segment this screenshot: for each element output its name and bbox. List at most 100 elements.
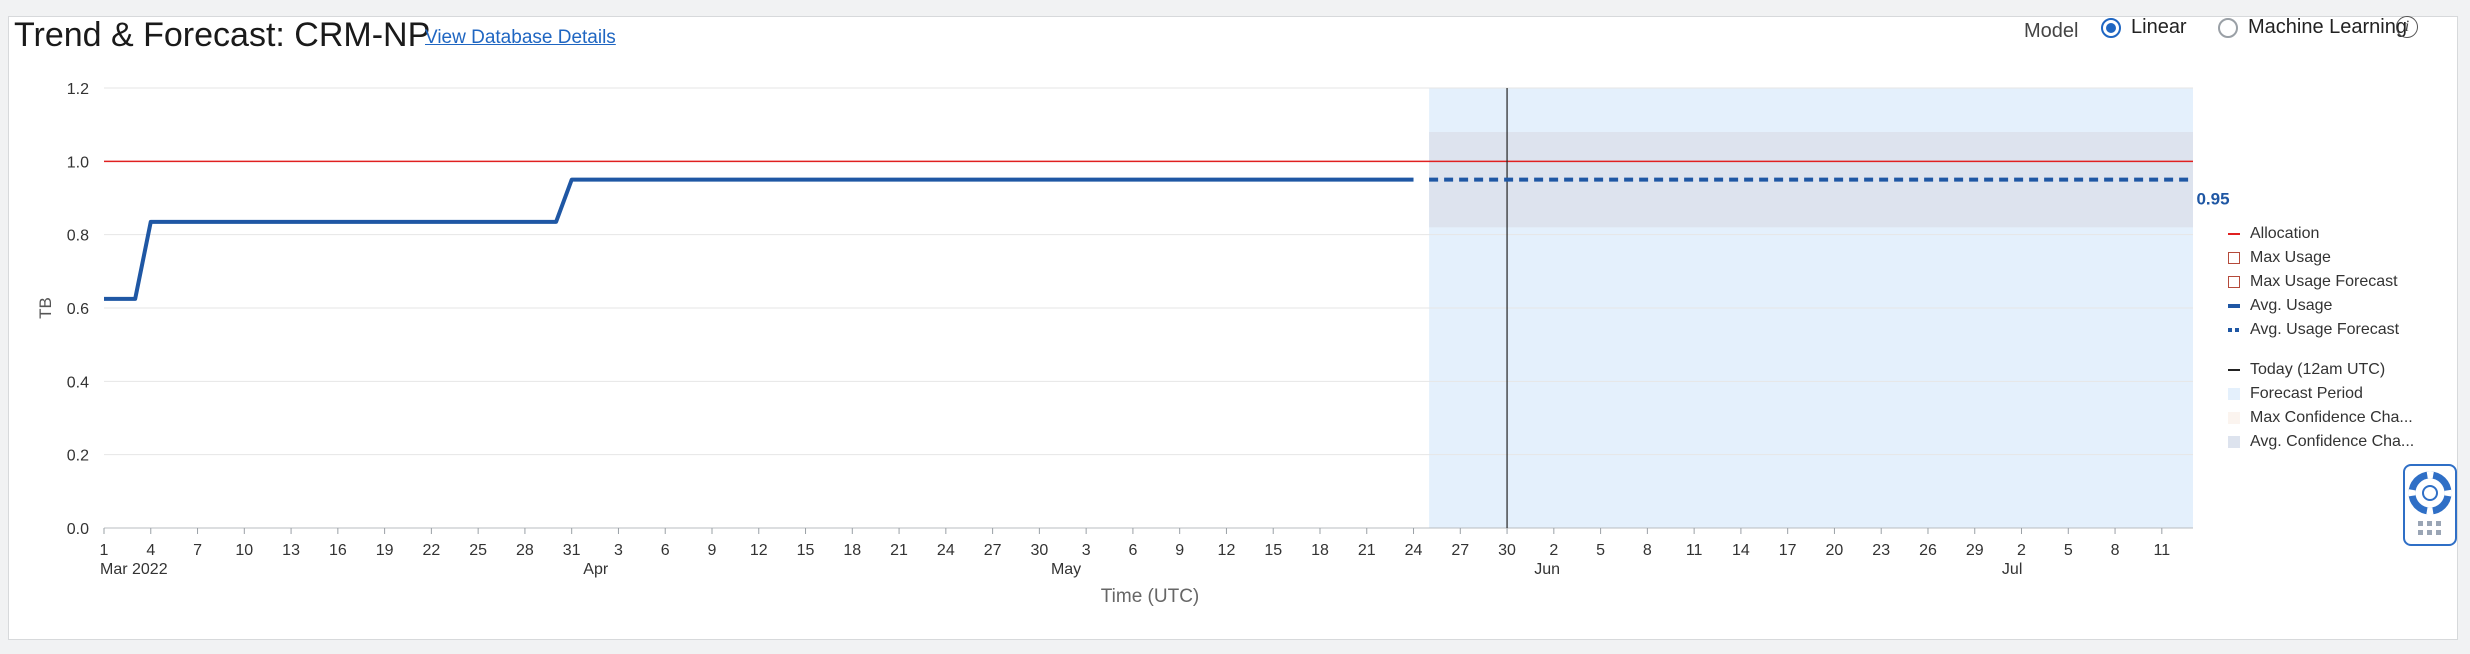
x-tick-label: 5 bbox=[2064, 542, 2073, 559]
legend-swatch bbox=[2228, 252, 2240, 264]
x-tick-label: 11 bbox=[1686, 542, 1703, 559]
info-icon[interactable]: i bbox=[2396, 16, 2418, 38]
model-option-linear[interactable]: Linear bbox=[2101, 16, 2187, 39]
y-tick-label: 0.0 bbox=[67, 521, 89, 538]
y-tick-label: 0.8 bbox=[67, 228, 89, 245]
view-database-details-link[interactable]: View Database Details bbox=[425, 27, 616, 48]
legend-swatch bbox=[2228, 412, 2240, 424]
x-tick-label: 11 bbox=[2154, 542, 2171, 559]
legend-item[interactable]: Max Usage bbox=[2228, 248, 2438, 268]
x-tick-label: 26 bbox=[1919, 542, 1937, 559]
x-tick-label: 28 bbox=[516, 542, 534, 559]
model-label: Model bbox=[2024, 20, 2079, 42]
end-value-label: 0.95 bbox=[2196, 190, 2229, 209]
help-widget[interactable] bbox=[2403, 464, 2457, 546]
legend-swatch bbox=[2228, 276, 2240, 288]
lifebuoy-icon bbox=[2408, 471, 2452, 535]
x-tick-label: 29 bbox=[1966, 542, 1984, 559]
legend-item[interactable]: Avg. Confidence Cha... bbox=[2228, 432, 2438, 452]
x-month-label: Jul bbox=[2002, 561, 2022, 578]
legend-label: Max Usage Forecast bbox=[2250, 273, 2398, 290]
x-tick-label: 9 bbox=[708, 542, 717, 559]
x-tick-label: 9 bbox=[1175, 542, 1184, 559]
x-tick-label: 6 bbox=[661, 542, 670, 559]
legend-swatch bbox=[2228, 233, 2240, 235]
legend-item[interactable]: Forecast Period bbox=[2228, 384, 2438, 404]
x-tick-label: 12 bbox=[750, 542, 768, 559]
legend-label: Max Usage bbox=[2250, 249, 2331, 266]
x-tick-label: 27 bbox=[984, 542, 1002, 559]
model-option-machine-learning-label: Machine Learning bbox=[2248, 16, 2407, 38]
x-tick-label: 10 bbox=[235, 542, 253, 559]
legend-item[interactable]: Allocation bbox=[2228, 224, 2438, 244]
x-tick-label: 24 bbox=[1405, 542, 1423, 559]
legend-item[interactable]: Avg. Usage Forecast bbox=[2228, 320, 2438, 340]
x-tick-label: 25 bbox=[469, 542, 487, 559]
legend-label: Avg. Usage Forecast bbox=[2250, 321, 2400, 338]
x-tick-label: 22 bbox=[422, 542, 440, 559]
legend-item[interactable]: Max Confidence Cha... bbox=[2228, 408, 2438, 428]
x-tick-label: 27 bbox=[1451, 542, 1469, 559]
x-tick-label: 5 bbox=[1596, 542, 1605, 559]
legend-label: Max Confidence Cha... bbox=[2250, 409, 2413, 426]
legend-label: Allocation bbox=[2250, 225, 2320, 242]
legend-item[interactable]: Avg. Usage bbox=[2228, 296, 2438, 316]
x-month-label: May bbox=[1051, 561, 1081, 578]
x-tick-label: 19 bbox=[376, 542, 394, 559]
x-tick-label: 7 bbox=[193, 542, 202, 559]
x-tick-label: 21 bbox=[1358, 542, 1376, 559]
x-tick-label: 3 bbox=[614, 542, 623, 559]
x-tick-label: 13 bbox=[282, 542, 300, 559]
legend-swatch bbox=[2228, 388, 2240, 400]
radio-machine-learning[interactable] bbox=[2218, 17, 2238, 38]
x-tick-label: 6 bbox=[1128, 542, 1137, 559]
x-tick-label: 12 bbox=[1218, 542, 1236, 559]
x-tick-label: 16 bbox=[329, 542, 347, 559]
x-month-label: Apr bbox=[583, 561, 609, 578]
legend-swatch bbox=[2228, 304, 2240, 308]
avg-usage-line bbox=[104, 177, 1414, 301]
x-tick-label: 30 bbox=[1030, 542, 1048, 559]
model-option-machine-learning[interactable]: Machine Learning bbox=[2218, 16, 2407, 39]
x-tick-label: 30 bbox=[1498, 542, 1516, 559]
y-tick-label: 0.2 bbox=[67, 448, 89, 465]
x-tick-label: 2 bbox=[2017, 542, 2026, 559]
legend-swatch bbox=[2228, 369, 2240, 371]
legend-swatch bbox=[2228, 328, 2240, 332]
x-tick-label: 21 bbox=[890, 542, 908, 559]
x-tick-label: 20 bbox=[1826, 542, 1844, 559]
legend-label: Today (12am UTC) bbox=[2250, 361, 2386, 378]
legend-label: Avg. Usage bbox=[2250, 297, 2333, 314]
x-tick-label: 23 bbox=[1872, 542, 1890, 559]
x-tick-label: 4 bbox=[146, 542, 155, 559]
y-tick-label: 0.6 bbox=[67, 301, 89, 318]
model-option-linear-label: Linear bbox=[2131, 16, 2187, 38]
x-tick-label: 8 bbox=[2111, 542, 2120, 559]
legend-item[interactable]: Today (12am UTC) bbox=[2228, 360, 2438, 380]
x-tick-label: 15 bbox=[797, 542, 815, 559]
y-tick-label: 0.4 bbox=[67, 374, 89, 391]
y-axis-label: TB bbox=[36, 297, 55, 319]
x-month-label: Mar 2022 bbox=[100, 561, 168, 578]
page-title: Trend & Forecast: CRM-NP bbox=[14, 16, 431, 54]
x-tick-label: 31 bbox=[563, 542, 581, 559]
radio-linear[interactable] bbox=[2101, 17, 2121, 38]
legend-label: Avg. Confidence Cha... bbox=[2250, 433, 2415, 450]
x-tick-label: 15 bbox=[1264, 542, 1282, 559]
x-tick-label: 14 bbox=[1732, 542, 1750, 559]
x-tick-label: 17 bbox=[1779, 542, 1797, 559]
x-tick-label: 3 bbox=[1082, 542, 1091, 559]
legend-swatch bbox=[2228, 436, 2240, 448]
x-tick-label: 1 bbox=[100, 542, 109, 559]
legend-item[interactable]: Max Usage Forecast bbox=[2228, 272, 2438, 292]
x-month-label: Jun bbox=[1534, 561, 1560, 578]
y-tick-label: 1.2 bbox=[67, 81, 89, 98]
x-tick-label: 18 bbox=[1311, 542, 1329, 559]
x-tick-label: 18 bbox=[843, 542, 861, 559]
legend-label: Forecast Period bbox=[2250, 385, 2363, 402]
x-tick-label: 8 bbox=[1643, 542, 1652, 559]
x-tick-label: 2 bbox=[1549, 542, 1558, 559]
y-tick-label: 1.0 bbox=[67, 154, 89, 171]
x-axis-label: Time (UTC) bbox=[1101, 586, 1200, 607]
